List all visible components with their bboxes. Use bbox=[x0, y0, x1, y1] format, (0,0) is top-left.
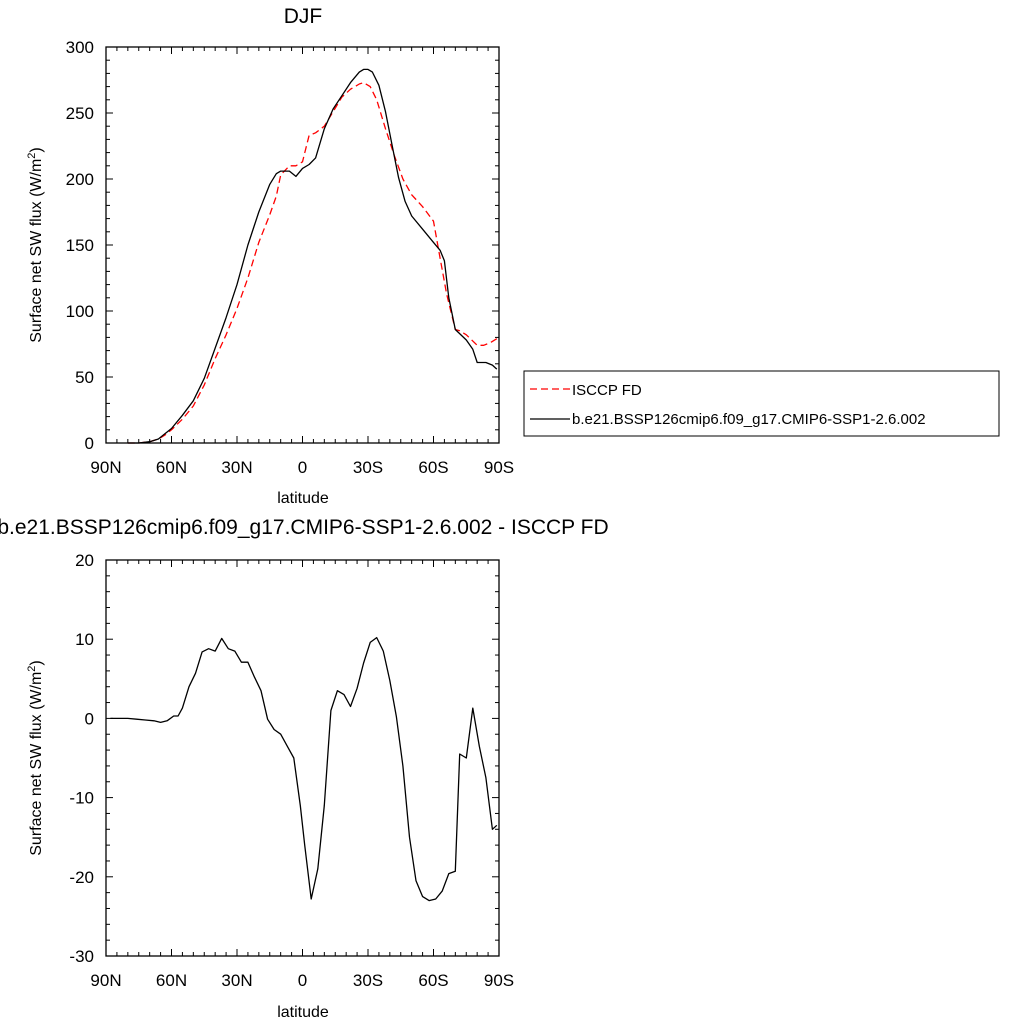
top-x-tick-label: 60S bbox=[418, 458, 448, 477]
top-x-tick-label: 30S bbox=[353, 458, 383, 477]
top-y-axis-label: Surface net SW flux (W/m2) bbox=[26, 147, 45, 343]
top-x-tick-label: 30N bbox=[221, 458, 252, 477]
bottom-x-tick-label: 30S bbox=[353, 971, 383, 990]
bottom-y-tick-label: 20 bbox=[75, 551, 94, 570]
bottom-y-tick-label: -10 bbox=[69, 789, 94, 808]
bottom-y-tick-label: -30 bbox=[69, 947, 94, 966]
top-x-axis-label: latitude bbox=[277, 490, 329, 507]
top-series-group bbox=[127, 68, 498, 444]
bottom-x-tick-label: 90N bbox=[90, 971, 121, 990]
top-y-tick-label: 300 bbox=[66, 38, 94, 57]
bottom-ticks-group: 90N 60N 30N 0 30S 60S 90S -30 -20 -10 0 10 20 bbox=[69, 551, 514, 990]
bottom-y-axis-label-close: ) bbox=[28, 660, 45, 665]
top-plot-frame bbox=[105, 46, 500, 444]
legend-box bbox=[523, 370, 1000, 437]
bottom-y-tick-label: -20 bbox=[69, 868, 94, 887]
bottom-panel: b.e21.BSSP126cmip6.f09_g17.CMIP6-SSP1-2.… bbox=[0, 516, 609, 1021]
bottom-x-axis-label: latitude bbox=[277, 1004, 329, 1021]
legend: ISCCP FD b.e21.BSSP126cmip6.f09_g17.CMIP… bbox=[523, 370, 1000, 437]
top-x-tick-label: 90S bbox=[484, 458, 514, 477]
bottom-y-axis-label-sup: 2 bbox=[26, 666, 38, 672]
bottom-series-line-0 bbox=[110, 636, 498, 902]
legend-label-model: b.e21.BSSP126cmip6.f09_g17.CMIP6-SSP1-2.… bbox=[572, 411, 926, 428]
top-x-tick-label: 90N bbox=[90, 458, 121, 477]
bottom-x-tick-label: 90S bbox=[484, 971, 514, 990]
top-y-axis-label-main: Surface net SW flux (W/m bbox=[28, 159, 45, 343]
top-series-line-0 bbox=[127, 81, 498, 444]
bottom-y-tick-label: 0 bbox=[85, 709, 94, 728]
top-y-tick-label: 100 bbox=[66, 302, 94, 321]
bottom-series-group bbox=[110, 636, 498, 902]
bottom-x-tick-label: 30N bbox=[221, 971, 252, 990]
top-title: DJF bbox=[284, 5, 323, 28]
top-series-line-1 bbox=[127, 68, 498, 444]
top-x-tick-label: 0 bbox=[298, 458, 307, 477]
top-y-axis-label-close: ) bbox=[28, 147, 45, 152]
top-y-axis-label-sup: 2 bbox=[26, 153, 38, 159]
bottom-x-tick-label: 0 bbox=[298, 971, 307, 990]
top-y-tick-label: 250 bbox=[66, 104, 94, 123]
top-y-tick-label: 50 bbox=[75, 368, 94, 387]
top-panel: DJF 90N 60N 30N 0 30S 60S 90S 0 50 100 150 200 250 30… bbox=[26, 5, 1000, 507]
top-y-tick-label: 200 bbox=[66, 170, 94, 189]
top-x-tick-label: 60N bbox=[156, 458, 187, 477]
bottom-x-tick-label: 60S bbox=[418, 971, 448, 990]
top-y-tick-label: 150 bbox=[66, 236, 94, 255]
top-ticks-group: 90N 60N 30N 0 30S 60S 90S 0 50 100 150 200 250 300 bbox=[66, 38, 515, 477]
legend-label-isccp: ISCCP FD bbox=[572, 382, 642, 399]
bottom-x-tick-label: 60N bbox=[156, 971, 187, 990]
bottom-title: b.e21.BSSP126cmip6.f09_g17.CMIP6-SSP1-2.… bbox=[0, 516, 609, 539]
bottom-y-axis-label: Surface net SW flux (W/m2) bbox=[26, 660, 45, 856]
top-y-tick-label: 0 bbox=[85, 434, 94, 453]
bottom-y-tick-label: 10 bbox=[75, 630, 94, 649]
bottom-plot-frame bbox=[105, 559, 500, 957]
bottom-y-axis-label-main: Surface net SW flux (W/m bbox=[28, 672, 45, 856]
